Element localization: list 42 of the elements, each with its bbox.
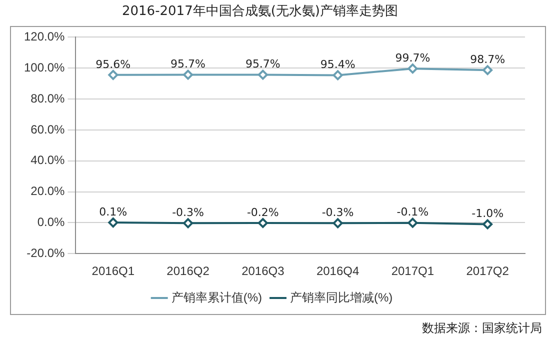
x-tick-label: 2016Q1 xyxy=(92,264,135,278)
data-label: -0.3% xyxy=(172,206,204,220)
point xyxy=(482,219,493,230)
point xyxy=(258,70,268,80)
point xyxy=(108,218,118,228)
point xyxy=(482,65,493,76)
x-tick-label: 2016Q2 xyxy=(166,264,210,278)
legend-label: 产销率同比增减(%) xyxy=(290,290,393,304)
point xyxy=(408,218,418,228)
point xyxy=(408,64,418,74)
point xyxy=(332,218,343,228)
point xyxy=(258,218,268,228)
y-tick-label: 60.0% xyxy=(30,122,66,136)
data-label: 99.7% xyxy=(395,51,430,64)
x-tick-label: 2016Q4 xyxy=(316,264,360,278)
x-tick-label: 2016Q3 xyxy=(242,264,285,278)
data-label: 0.1% xyxy=(99,205,128,218)
point xyxy=(183,70,194,80)
data-label: -0.3% xyxy=(322,206,354,220)
data-label: 95.4% xyxy=(320,58,356,72)
data-label: 95.7% xyxy=(245,58,280,71)
point xyxy=(183,218,194,228)
y-tick-label: 20.0% xyxy=(30,184,66,198)
point xyxy=(332,70,343,80)
chart-title: 2016-2017年中国合成氨(无水氨)产销率走势图 xyxy=(120,3,399,20)
y-tick-label: 0.0% xyxy=(37,215,66,229)
source-note: 数据来源：国家统计局 xyxy=(422,320,542,337)
data-label: 98.7% xyxy=(470,52,506,66)
data-label: 95.7% xyxy=(170,58,206,71)
data-label: -1.0% xyxy=(472,207,504,220)
y-tick-label: 100.0% xyxy=(24,60,66,74)
x-tick-label: 2017Q1 xyxy=(391,264,434,278)
legend-label: 产销率累计值(%) xyxy=(171,290,262,304)
point xyxy=(108,70,118,80)
x-tick-label: 2017Q2 xyxy=(466,264,510,278)
y-tick-label: 40.0% xyxy=(30,153,66,168)
y-tick-label: -20.0% xyxy=(26,246,66,260)
data-label: -0.2% xyxy=(246,206,279,219)
y-tick-label: 80.0% xyxy=(30,91,66,106)
y-tick-label: 120.0% xyxy=(24,30,66,44)
data-label: 95.6% xyxy=(96,58,131,71)
data-label: -0.1% xyxy=(396,206,429,219)
